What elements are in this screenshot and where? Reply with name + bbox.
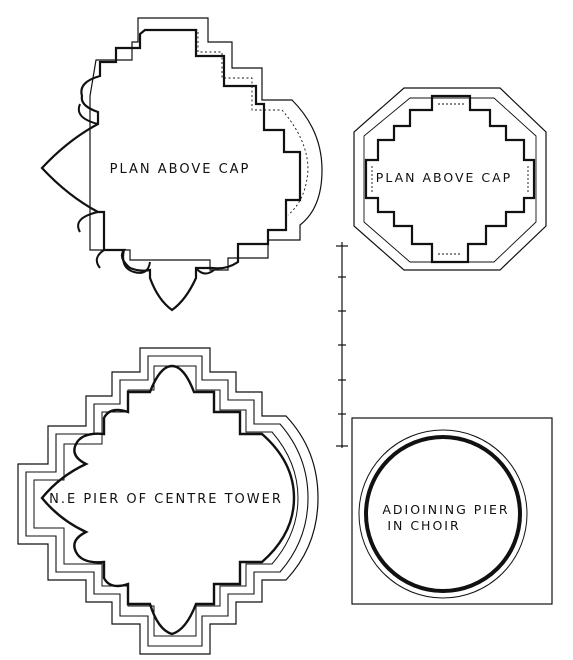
ne-pier-outer-step bbox=[17, 347, 319, 655]
cap-left-label: PLAN ABOVE CAP bbox=[110, 162, 251, 177]
octagon-cross-outline bbox=[364, 94, 536, 264]
adjoining-pier-label-line2: IN CHOIR bbox=[387, 518, 460, 533]
adjoining-pier-label-line1: ADIOINING PIER bbox=[382, 502, 509, 517]
ne-pier-label: N.E PIER OF CENTRE TOWER bbox=[49, 492, 283, 507]
ne-pier-third-step bbox=[33, 365, 299, 637]
adjoining-pier-plan: ADIOINING PIER IN CHOIR bbox=[351, 417, 553, 605]
scale-bar-ticks bbox=[336, 245, 348, 447]
octagon-outer bbox=[353, 87, 547, 271]
scale-bar bbox=[336, 242, 348, 448]
adjoining-pier-column bbox=[364, 435, 522, 593]
ne-pier-core-outline bbox=[40, 364, 296, 636]
ne-pier-inner-step bbox=[25, 355, 309, 647]
adjoining-pier-outer-ring bbox=[358, 429, 528, 599]
cap-right-label: PLAN ABOVE CAP bbox=[376, 170, 512, 185]
ne-pier-plan: N.E PIER OF CENTRE TOWER bbox=[17, 347, 319, 655]
cap-left-cusps bbox=[77, 103, 215, 275]
octagon-cross-dotted bbox=[371, 103, 529, 255]
plan-above-cap-right: PLAN ABOVE CAP bbox=[353, 87, 547, 271]
cap-left-dotted-guide bbox=[146, 29, 309, 216]
adjoining-pier-square bbox=[351, 417, 553, 605]
octagon-inner bbox=[363, 97, 537, 263]
plan-above-cap-left: PLAN ABOVE CAP bbox=[40, 17, 323, 312]
cap-left-main-outline bbox=[40, 28, 302, 312]
cap-left-outer-outline bbox=[89, 17, 323, 271]
